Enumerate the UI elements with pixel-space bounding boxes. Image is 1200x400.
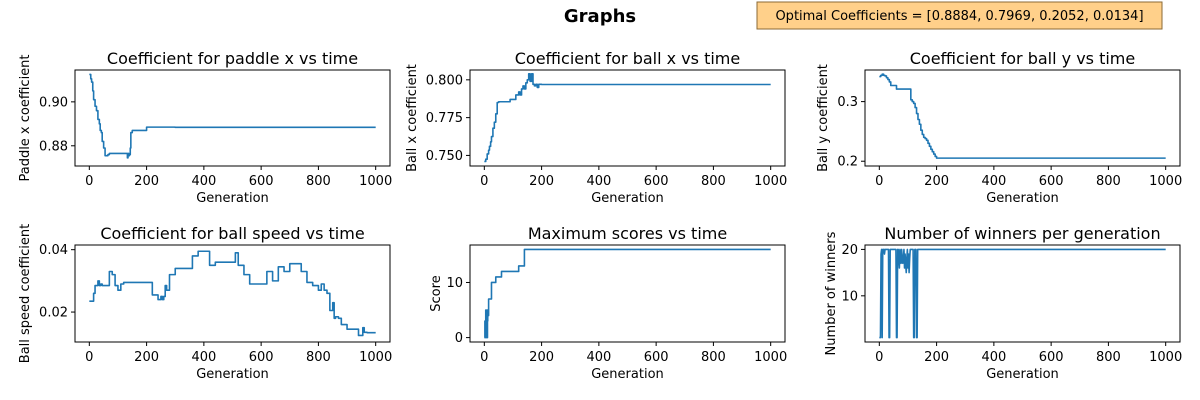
x-tick-label: 0 — [480, 174, 488, 189]
y-tick-label: 0.02 — [39, 306, 68, 321]
figure-title: Graphs — [564, 6, 636, 27]
x-tick-label: 600 — [644, 174, 669, 189]
x-tick-label: 1000 — [754, 174, 787, 189]
subplot-title: Number of winners per generation — [884, 224, 1160, 243]
x-tick-label: 0 — [85, 174, 93, 189]
x-tick-label: 200 — [924, 350, 949, 365]
y-axis-label: Number of winners — [824, 231, 839, 355]
x-tick-label: 600 — [644, 350, 669, 365]
x-tick-label: 0 — [875, 174, 883, 189]
x-tick-label: 0 — [480, 350, 488, 365]
subplot-3: Coefficient for ball y vs time 0 200 400 600… — [816, 49, 1182, 206]
data-series-line — [484, 248, 771, 339]
y-tick-label: 0.04 — [39, 243, 68, 258]
y-axis-label: Ball x coefficient — [405, 64, 420, 172]
subplot-title: Coefficient for ball x vs time — [515, 49, 740, 68]
data-series-line — [89, 73, 376, 159]
x-tick-label: 1000 — [359, 174, 392, 189]
x-tick-label: 400 — [981, 174, 1006, 189]
y-axis-label: Ball y coefficient — [816, 64, 831, 172]
y-tick-label: 0.88 — [39, 139, 68, 154]
x-axis-label: Generation — [986, 191, 1059, 206]
x-tick-label: 600 — [249, 350, 274, 365]
x-tick-label: 400 — [191, 174, 216, 189]
x-axis-label: Generation — [986, 367, 1059, 382]
x-tick-label: 200 — [924, 174, 949, 189]
x-tick-label: 200 — [134, 350, 159, 365]
annotation-text: Optimal Coefficients = [0.8884, 0.7969, … — [775, 9, 1143, 24]
x-tick-label: 800 — [701, 174, 726, 189]
y-tick-label: 0.2 — [837, 155, 858, 170]
data-series-line — [879, 73, 1166, 159]
data-series-line — [89, 250, 376, 337]
x-tick-label: 1000 — [359, 350, 392, 365]
y-tick-label: 0.3 — [837, 95, 858, 110]
x-tick-label: 0 — [85, 350, 93, 365]
x-tick-label: 200 — [529, 174, 554, 189]
y-axis-label: Score — [429, 275, 444, 311]
y-axis-label: Paddle x coefficient — [18, 54, 33, 181]
y-tick-label: 10 — [841, 289, 858, 304]
x-tick-label: 400 — [586, 174, 611, 189]
subplot-title: Coefficient for ball speed vs time — [100, 224, 364, 243]
subplot-4: Coefficient for ball speed vs time 0 200 40… — [18, 224, 392, 382]
annotation-box — [756, 1, 1163, 30]
axes-frame — [74, 244, 391, 343]
x-tick-label: 600 — [1039, 174, 1064, 189]
x-tick-label: 1000 — [1149, 174, 1182, 189]
x-tick-label: 800 — [1096, 350, 1121, 365]
y-axis-label: Ball speed coefficient — [18, 224, 33, 363]
x-axis-label: Generation — [591, 191, 664, 206]
x-tick-label: 600 — [249, 174, 274, 189]
axes-frame — [469, 244, 786, 343]
x-tick-label: 400 — [191, 350, 216, 365]
subplot-6: Number of winners per generation 0 200 400 6… — [824, 224, 1182, 382]
x-axis-label: Generation — [591, 367, 664, 382]
subplot-2: Coefficient for ball x vs time 0 200 400 600… — [405, 49, 787, 206]
y-tick-label: 0.90 — [39, 95, 68, 110]
x-tick-label: 800 — [1096, 174, 1121, 189]
x-tick-label: 400 — [586, 350, 611, 365]
subplot-title: Maximum scores vs time — [528, 224, 727, 243]
x-axis-label: Generation — [196, 367, 269, 382]
x-tick-label: 1000 — [1149, 350, 1182, 365]
data-series-line — [484, 72, 771, 163]
y-tick-label: 0 — [455, 331, 463, 346]
axes-frame — [864, 69, 1181, 167]
x-tick-label: 0 — [875, 350, 883, 365]
x-tick-label: 600 — [1039, 350, 1064, 365]
optimal-coefficients-annotation: Optimal Coefficients = [0.8884, 0.7969, … — [756, 1, 1163, 30]
axes-frame — [864, 244, 1181, 343]
axes-frame — [74, 69, 391, 167]
y-tick-label: 0.800 — [426, 73, 463, 88]
x-tick-label: 200 — [134, 174, 159, 189]
data-series-line — [879, 248, 1166, 339]
x-tick-label: 800 — [306, 174, 331, 189]
x-tick-label: 200 — [529, 350, 554, 365]
y-tick-label: 10 — [446, 276, 463, 291]
x-tick-label: 400 — [981, 350, 1006, 365]
subplot-title: Coefficient for paddle x vs time — [107, 49, 358, 68]
subplot-1: Coefficient for paddle x vs time 0 200 400 6… — [18, 49, 392, 206]
x-tick-label: 800 — [306, 350, 331, 365]
x-axis-label: Generation — [196, 191, 269, 206]
subplot-title: Coefficient for ball y vs time — [910, 49, 1135, 68]
subplot-5: Maximum scores vs time 0 200 400 600 800 1000 0… — [429, 224, 787, 382]
y-tick-label: 20 — [841, 243, 858, 258]
y-tick-label: 0.775 — [426, 111, 463, 126]
x-tick-label: 1000 — [754, 350, 787, 365]
x-tick-label: 800 — [701, 350, 726, 365]
y-tick-label: 0.750 — [426, 149, 463, 164]
